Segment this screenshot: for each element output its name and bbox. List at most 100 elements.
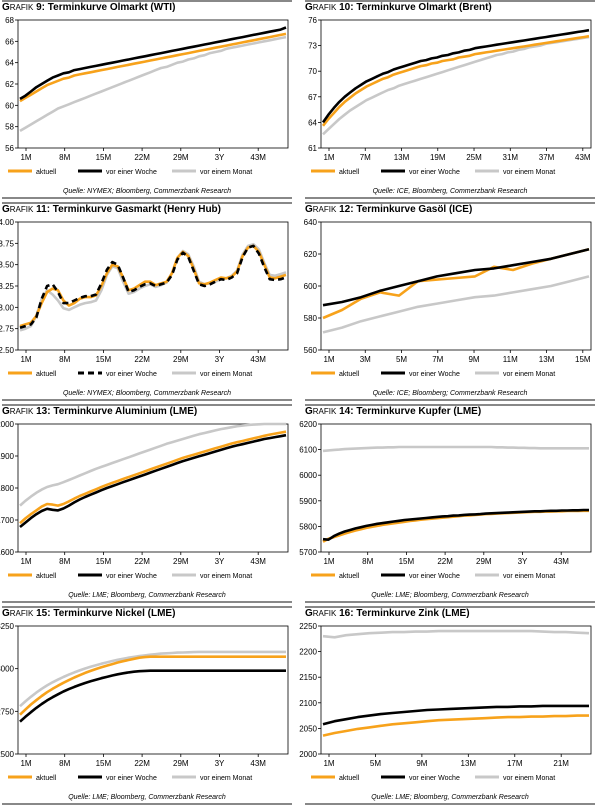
chart-title: GRAFIK 10: Terminkurve Olmarkt (Brent) — [305, 2, 492, 13]
x-tick-label: 1M — [323, 153, 334, 162]
plot-frame — [17, 625, 289, 755]
title-text: 13: Terminkurve Aluminium (LME) — [33, 406, 197, 417]
y-tick-label: 2200 — [299, 648, 317, 657]
x-tick-label: 1M — [323, 557, 334, 566]
y-tick-label: 560 — [304, 346, 318, 355]
title-prefix-small: RAFIK — [313, 205, 337, 214]
legend-label-woche: vor einer Woche — [409, 775, 460, 782]
series-line-aktuell — [19, 32, 287, 103]
series-line-monat — [19, 35, 287, 133]
y-tick-label: 2.75 — [0, 325, 15, 334]
y-tick-label: 68 — [5, 16, 14, 25]
x-tick-label: 13M — [539, 355, 555, 364]
y-tick-label: 1900 — [0, 452, 15, 461]
legend-label-aktuell: aktuell — [36, 573, 57, 580]
legend-label-woche: vor einer Woche — [409, 169, 460, 176]
x-tick-label: 8M — [59, 557, 70, 566]
chart-title: GRAFIK 12: Terminkurve Gasöl (ICE) — [305, 204, 472, 215]
legend-label-aktuell: aktuell — [339, 775, 360, 782]
x-tick-label: 5M — [370, 759, 381, 768]
title-prefix-small: RAFIK — [10, 205, 34, 214]
y-tick-label: 6100 — [299, 446, 317, 455]
series-line-woche — [19, 26, 287, 101]
legend-label-aktuell: aktuell — [36, 775, 57, 782]
legend-label-woche: vor einer Woche — [409, 573, 460, 580]
series-line-woche — [19, 433, 287, 529]
x-tick-label: 1M — [20, 153, 31, 162]
chart-title: GRAFIK 11: Terminkurve Gasmarkt (Henry H… — [2, 204, 221, 215]
y-tick-label: 61 — [308, 144, 317, 153]
title-prefix-small: RAFIK — [313, 3, 337, 12]
y-tick-label: 4.00 — [0, 218, 15, 227]
plot-frame — [320, 19, 592, 149]
x-tick-label: 1M — [20, 759, 31, 768]
x-tick-label: 43M — [553, 557, 569, 566]
series-line-monat — [19, 242, 287, 332]
chart-source: Quelle: NYMEX; Bloomberg, Commerzbank Re… — [63, 390, 231, 397]
x-tick-label: 8M — [59, 355, 70, 364]
x-tick-label: 15M — [96, 355, 112, 364]
chart-source: Quelle: LME; Bloomberg, Commerzbank Rese… — [371, 794, 529, 801]
y-tick-label: 73 — [308, 42, 317, 51]
series-line-monat — [19, 422, 286, 507]
series-line-aktuell — [19, 430, 287, 525]
chart-panel-g13: GRAFIK 13: Terminkurve Aluminium (LME) 20… — [0, 404, 292, 606]
plot-frame — [320, 423, 592, 553]
x-tick-label: 43M — [250, 557, 266, 566]
title-prefix-small: RAFIK — [313, 407, 337, 416]
series-line-woche — [19, 669, 286, 723]
y-tick-label: 76 — [308, 16, 317, 25]
title-text: 14: Terminkurve Kupfer (LME) — [336, 406, 481, 417]
chart-svg-g10: GRAFIK 10: Terminkurve Olmarkt (Brent) 76… — [305, 0, 595, 199]
legend-label-aktuell: aktuell — [339, 573, 360, 580]
legend-label-aktuell: aktuell — [36, 371, 57, 378]
series-line-aktuell — [19, 655, 286, 716]
y-tick-label: 6000 — [299, 471, 317, 480]
legend-label-monat: vor einem Monat — [200, 775, 252, 782]
y-tick-label: 64 — [308, 118, 317, 127]
x-tick-label: 7M — [432, 355, 443, 364]
x-tick-label: 29M — [476, 557, 492, 566]
y-tick-label: 2100 — [299, 699, 317, 708]
x-tick-label: 3M — [360, 355, 371, 364]
y-tick-label: 1600 — [0, 548, 15, 557]
y-tick-label: 1700 — [0, 516, 15, 525]
series-line-monat — [322, 275, 590, 334]
legend-label-woche: vor einer Woche — [106, 169, 157, 176]
x-tick-label: 22M — [134, 355, 150, 364]
x-tick-label: 17M — [507, 759, 523, 768]
x-tick-label: 5M — [396, 355, 407, 364]
chart-panel-g15: GRAFIK 15: Terminkurve Nickel (LME) 13250… — [0, 606, 292, 808]
x-tick-label: 22M — [437, 557, 453, 566]
y-tick-label: 2000 — [299, 750, 317, 759]
y-tick-label: 2.50 — [0, 346, 15, 355]
series-line-monat — [19, 650, 286, 708]
y-tick-label: 66 — [5, 37, 14, 46]
title-text: 9: Terminkurve Olmarkt (WTI) — [33, 2, 175, 13]
title-prefix-small: RAFIK — [313, 609, 337, 618]
y-tick-label: 640 — [304, 218, 318, 227]
legend-label-aktuell: aktuell — [339, 371, 360, 378]
x-tick-label: 29M — [173, 557, 189, 566]
title-text: 15: Terminkurve Nickel (LME) — [33, 608, 175, 619]
x-tick-label: 31M — [503, 153, 519, 162]
y-tick-label: 620 — [304, 250, 318, 259]
y-tick-label: 60 — [5, 101, 14, 110]
title-text: 12: Terminkurve Gasöl (ICE) — [336, 204, 472, 215]
y-tick-label: 58 — [5, 123, 14, 132]
chart-panel-g14: GRAFIK 14: Terminkurve Kupfer (LME) 6200 6… — [299, 404, 595, 606]
x-tick-label: 15M — [96, 557, 112, 566]
x-tick-label: 29M — [173, 153, 189, 162]
series-line-woche — [322, 508, 589, 541]
legend-label-woche: vor einer Woche — [106, 371, 157, 378]
x-tick-label: 9M — [416, 759, 427, 768]
x-tick-label: 8M — [59, 153, 70, 162]
x-tick-label: 1M — [323, 355, 334, 364]
y-tick-label: 2250 — [299, 622, 317, 631]
title-prefix: G — [2, 608, 10, 619]
chart-panel-g12: GRAFIK 12: Terminkurve Gasöl (ICE) 640 620… — [304, 202, 595, 404]
x-tick-label: 21M — [553, 759, 569, 768]
x-tick-label: 3Y — [215, 557, 225, 566]
x-tick-label: 1M — [323, 759, 334, 768]
title-text: 16: Terminkurve Zink (LME) — [336, 608, 469, 619]
